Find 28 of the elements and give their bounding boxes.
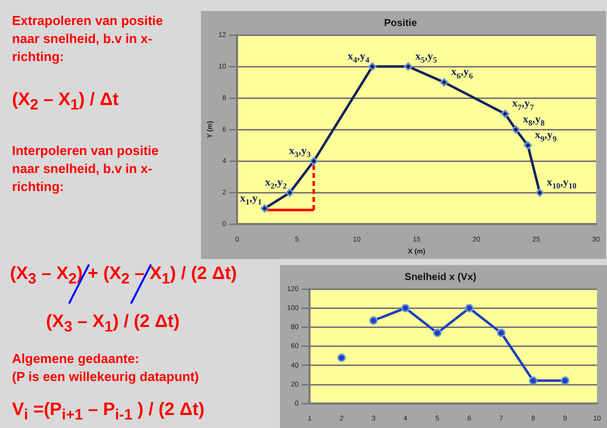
point — [369, 316, 378, 325]
point — [440, 78, 448, 87]
chart-title: Snelheid x (Vx) — [404, 272, 476, 283]
chart-title: Positie — [384, 18, 418, 29]
text: (X$_{3}$ – X$_{1}$) / (2 Δt) — [46, 310, 180, 338]
text: (X$_{2}$ – X$_{1}$) / Δt — [12, 88, 119, 116]
point — [433, 328, 442, 338]
point — [337, 354, 346, 362]
text: (P is een willekeurig datapunt) — [12, 368, 199, 386]
point — [286, 188, 294, 197]
point — [528, 376, 538, 385]
point — [368, 62, 377, 71]
text: (X$_{3}$ – X$_{2}$) + (X$_{2}$ – X$_{1}$) / (2 Δt) — [10, 263, 237, 288]
point — [512, 125, 520, 134]
text: Algemene gedaante: — [12, 350, 140, 368]
point — [401, 304, 410, 312]
text: Interpoleren van positie naar snelheid, b.v in x-richting: — [12, 142, 160, 196]
point — [496, 328, 506, 338]
point — [536, 188, 544, 197]
text: Extrapoleren van positie naar snelheid, b.v in x-richting: — [12, 12, 164, 66]
point — [404, 62, 412, 71]
text: V$_{i}$ =(P$_{i+1}$ – P$_{i-1}$ ) / (2 Δt) — [12, 398, 204, 426]
point — [260, 204, 269, 213]
point — [500, 110, 510, 118]
point — [560, 376, 570, 385]
point — [524, 141, 532, 150]
point — [465, 304, 474, 312]
point — [309, 156, 318, 166]
